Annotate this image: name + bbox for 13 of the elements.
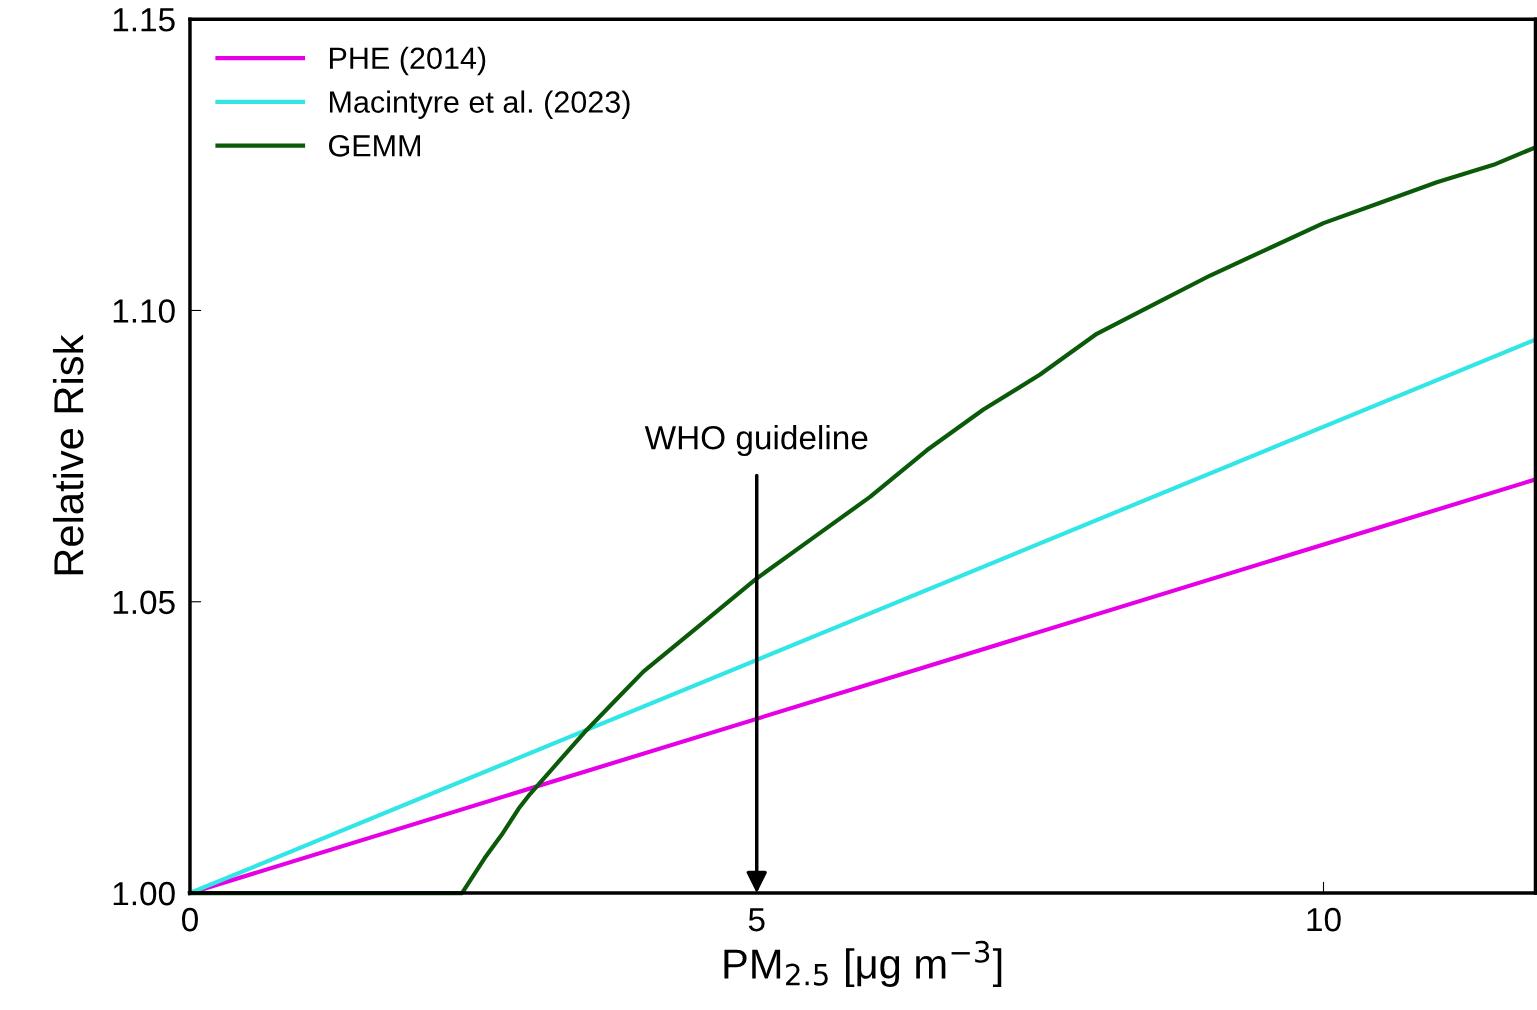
x-axis-title: PM$_{2.5}$ [μg m$^{−3}$] bbox=[724, 940, 1002, 988]
y-tick-label: 1.00 bbox=[113, 881, 175, 906]
x-tick-label: 5 bbox=[748, 908, 765, 932]
y-tick-label: 1.05 bbox=[113, 590, 175, 615]
legend-label: Macintyre et al. (2023) bbox=[329, 90, 630, 119]
annotation: WHO guideline bbox=[644, 425, 868, 457]
x-tick-label: 10 bbox=[1307, 907, 1341, 932]
y-tick-label: 1.10 bbox=[113, 299, 175, 323]
x-tick-label: 0 bbox=[182, 907, 198, 932]
y-tick-label: 1.15 bbox=[113, 8, 175, 32]
y-axis-title: Relative Risk bbox=[52, 334, 84, 575]
legend-label: GEMM bbox=[329, 135, 421, 157]
legend-label: PHE (2014) bbox=[329, 46, 486, 76]
